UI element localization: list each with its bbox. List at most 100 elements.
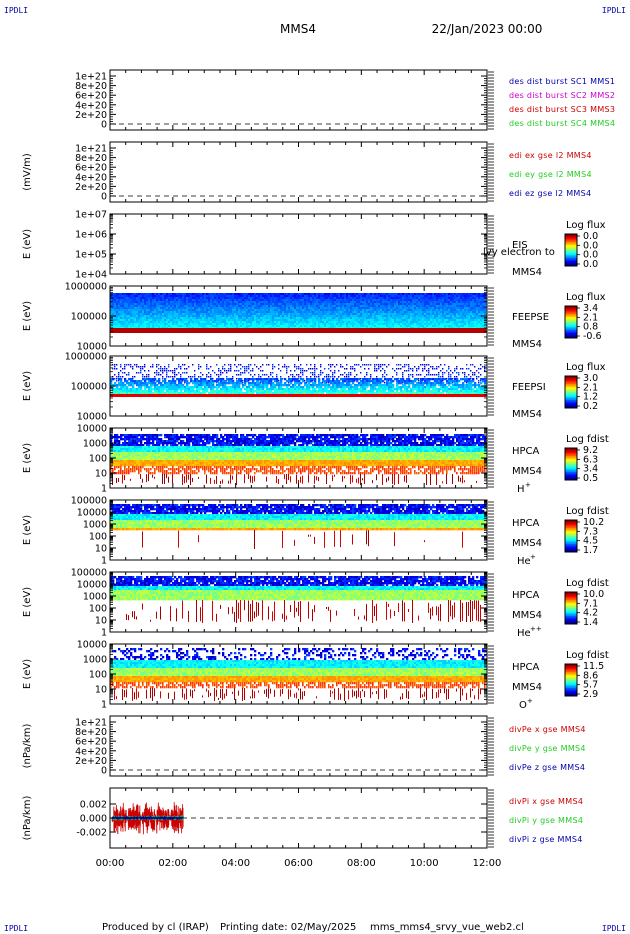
spectrogram-cell [208,297,210,299]
spectrogram-cell [452,311,454,313]
spectrogram-cell [216,378,218,380]
spectrogram-cell [426,293,428,295]
spectrogram-cell [392,297,394,299]
spectrogram-cell [236,392,238,394]
spectrogram-cell [322,307,324,309]
spectrogram-cell [436,301,438,303]
spectrogram-cell [288,299,290,301]
spectrogram-cell [432,309,434,311]
spectrogram-cell [444,321,446,323]
spectrogram-cell [144,321,146,323]
spectrogram-cell [184,390,186,392]
spectrogram-cell [292,313,294,315]
spectrogram-cell [370,311,372,313]
spectrogram-cell [254,325,256,327]
spectrogram-cell [442,323,444,325]
spectrogram-cell [128,384,130,386]
spectrogram-cell [166,317,168,319]
spectrogram-cell [268,309,270,311]
spectrogram-cell [166,372,167,374]
spectrogram-cell [408,301,410,303]
spectrogram-cell [360,293,362,295]
spectrogram-cell [434,317,436,319]
spectrogram-cell [162,295,164,297]
spectrogram-cell [438,328,440,333]
spectrogram-cell [232,319,234,321]
spectrogram-cell [124,297,126,299]
spectrogram-cell [410,299,412,301]
spectrogram-cell [228,394,230,397]
spectrogram-cell [130,366,131,368]
spectrogram-cell [382,295,384,297]
spectrogram-cell [356,293,358,295]
spectrogram-cell [272,313,274,315]
spectrogram-cell [418,317,420,319]
spectrogram-cell [118,388,120,390]
spectrogram-cell [128,293,130,295]
spectrogram-cell [176,299,178,301]
spectrogram-cell [190,311,192,313]
spectrogram-cell [376,297,378,299]
spectrogram-cell [454,313,456,315]
spectrogram-cell [470,297,472,299]
spectrogram-cell [276,313,278,315]
spectrogram-cell [470,315,472,317]
spectrogram-cell [236,386,238,388]
spectrogram-cell [370,307,372,309]
spectrogram-cell [456,321,458,323]
spectrogram-cell [456,328,458,333]
spectrogram-cell [366,299,368,301]
spectrogram-cell [444,297,446,299]
spectrogram-cell [368,311,370,313]
spectrogram-cell [270,303,272,305]
spectrogram-cell [264,323,266,325]
spectrogram-cell [358,328,360,333]
spectrogram-cell [178,303,180,305]
y-tick-label: 1e+04 [75,270,107,281]
spectrogram-cell [212,297,214,299]
spectrogram-cell [166,328,168,333]
spectrogram-cell [168,376,169,378]
spectrogram-cell [162,388,164,390]
spectrogram-cell [162,394,164,397]
spectrogram-cell [206,388,208,390]
spectrogram-cell [210,328,212,333]
spectrogram-cell [338,303,340,305]
spectrogram-cell [180,299,182,301]
spectrogram-cell [254,394,256,397]
spectrogram-cell [310,325,312,327]
spectrogram-cell [310,311,312,313]
spectrogram-cell [230,303,232,305]
spectrogram-cell [346,297,348,299]
spectrogram-cell [258,374,259,376]
spectrogram-cell [146,317,148,319]
spectrogram-cell [192,307,194,309]
spectrogram-cell [170,297,172,299]
spectrogram-cell [302,311,304,313]
spectrogram-cell [148,382,150,384]
spectrogram-cell [258,309,260,311]
spectrogram-cell [238,394,240,397]
spectrogram-cell [252,378,254,380]
spectrogram-cell [136,364,137,366]
spectrogram-cell [246,394,248,397]
spectrogram-cell [232,303,234,305]
spectrogram-cell [462,321,464,323]
spectrogram-cell [466,323,468,325]
spectrogram-cell [368,313,370,315]
spectrogram-cell [402,311,404,313]
spectrogram-cell [224,368,225,370]
spectrogram-cell [248,328,250,333]
spectrogram-cell [380,297,382,299]
spectrogram-cell [332,328,334,333]
spectrogram-cell [354,299,356,301]
spectrogram-cell [200,311,202,313]
spectrogram-cell [200,295,202,297]
spectrogram-cell [306,328,308,333]
spectrogram-cell [462,301,464,303]
spectrogram-cell [204,301,206,303]
spectrogram-cell [394,317,396,319]
spectrogram-cell [246,366,247,368]
spectrogram-cell [174,382,176,384]
spectrogram-cell [314,303,316,305]
